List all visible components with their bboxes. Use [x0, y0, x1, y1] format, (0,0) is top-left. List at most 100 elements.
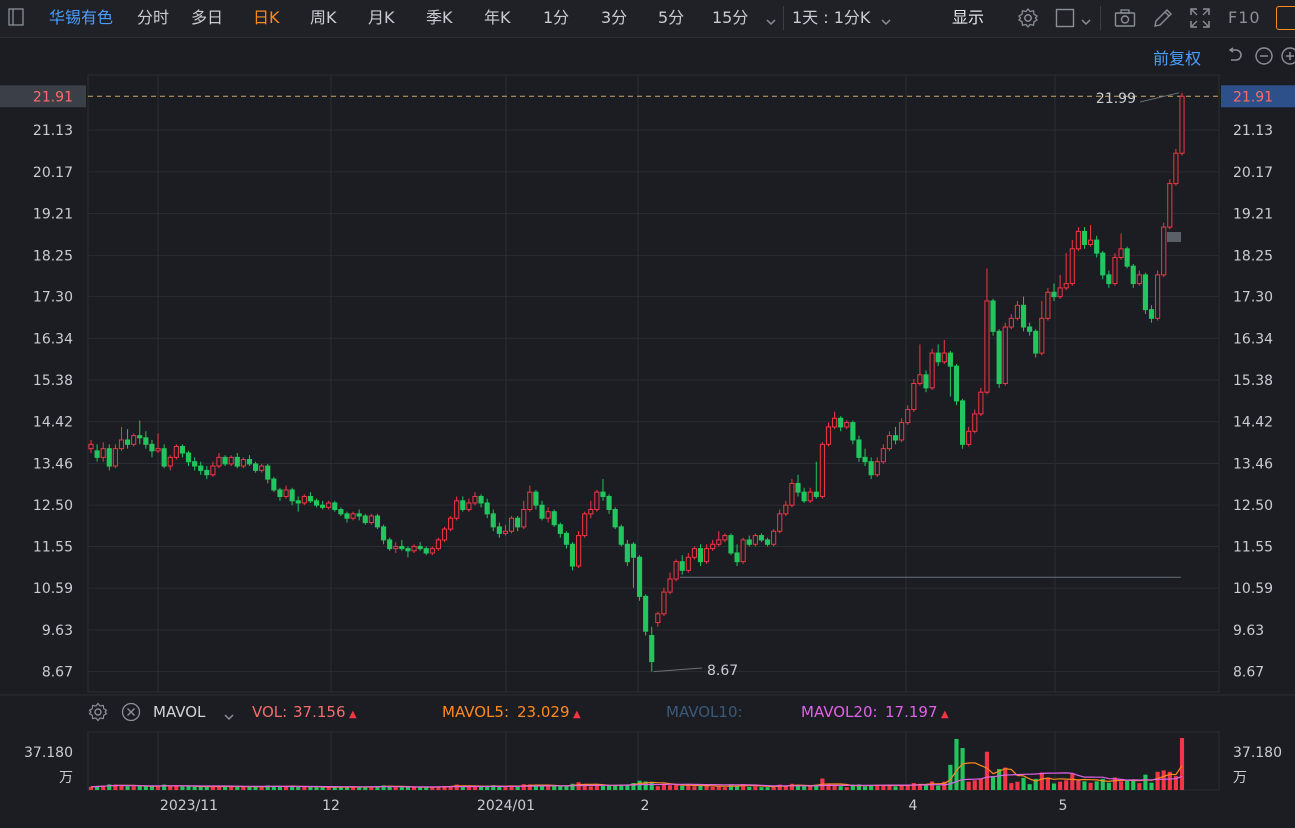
volume-bar-up — [88, 786, 94, 790]
indicator-close-icon[interactable] — [121, 702, 141, 726]
sidebar-toggle-icon[interactable] — [8, 8, 24, 26]
volume-bar-up — [1070, 773, 1075, 790]
gear-icon[interactable] — [1017, 7, 1039, 33]
tab-1min[interactable]: 1分 — [543, 8, 570, 27]
volume-axis-value-left: 37.180 — [24, 745, 73, 761]
candle-down — [630, 543, 637, 558]
mavol20-line — [90, 772, 1183, 788]
candle-up — [167, 456, 173, 467]
volume-bar-down — [107, 784, 112, 790]
indicator-settings-icon[interactable] — [88, 702, 108, 726]
volume-bar-up — [1155, 771, 1160, 790]
volume-bar-down — [296, 786, 301, 790]
volume-bar-up — [704, 785, 709, 790]
fullscreen-icon[interactable] — [1189, 7, 1211, 33]
candle-up — [576, 535, 582, 567]
candle-up — [350, 513, 356, 519]
tab-yuek[interactable]: 月K — [368, 8, 395, 27]
price-tick-left: 19.21 — [33, 207, 73, 223]
volume-bar-up — [674, 784, 679, 790]
volume-bar-up — [710, 786, 715, 790]
volume-bar-down — [491, 785, 496, 790]
candle-down — [649, 635, 655, 663]
interval-chevron-icon[interactable] — [880, 12, 892, 31]
candle-down — [1124, 248, 1130, 267]
mavol20-value: 17.197 — [885, 703, 938, 721]
camera-icon[interactable] — [1114, 8, 1136, 32]
candle-down — [557, 524, 563, 534]
volume-bar-up — [454, 784, 459, 790]
candle-up — [752, 535, 758, 545]
volume-axis-value-right: 37.180 — [1233, 745, 1282, 761]
indicator-chevron-icon[interactable] — [223, 707, 235, 726]
candle-up — [393, 545, 399, 550]
candle-down — [795, 482, 801, 493]
candle-down — [246, 459, 253, 465]
undo-icon[interactable] — [1226, 46, 1244, 68]
price-tick-left: 8.67 — [42, 665, 73, 681]
price-tick-right: 16.34 — [1233, 331, 1273, 347]
price-tick-left: 12.50 — [33, 498, 73, 514]
volume-bar-down — [698, 785, 703, 790]
volume-bar-up — [1009, 783, 1014, 790]
stock-name[interactable]: 华锡有色 — [49, 8, 114, 27]
candle-up — [588, 509, 594, 515]
candle-down — [222, 456, 228, 465]
volume-bar-down — [960, 748, 965, 790]
volume-bar-down — [990, 776, 996, 790]
candle-down — [204, 469, 210, 476]
candle-down — [460, 500, 466, 511]
candle-up — [448, 517, 454, 530]
candle-up — [984, 300, 990, 393]
f10-button[interactable]: F10 — [1228, 8, 1261, 27]
candle-down — [758, 535, 765, 541]
candle-up — [704, 548, 710, 563]
volume-bar-up — [692, 786, 697, 790]
mavol20-up-arrow-icon: ▲ — [941, 709, 949, 720]
zoom-out-icon[interactable] — [1254, 46, 1274, 70]
panel-tab-button[interactable] — [1276, 6, 1295, 30]
volume-bar-up — [1173, 776, 1178, 790]
candle-up — [112, 448, 118, 467]
volume-bar-down — [1125, 780, 1130, 790]
volume-bar-up — [686, 785, 691, 790]
square-icon[interactable] — [1055, 8, 1075, 32]
chevron-down-icon[interactable] — [765, 12, 777, 31]
candle-up — [1112, 256, 1118, 285]
candle-up — [1155, 274, 1161, 319]
candle-up — [155, 448, 161, 452]
square-chevron-icon[interactable] — [1080, 12, 1092, 31]
volume-bar-down — [619, 784, 624, 790]
tab-fenshi[interactable]: 分时 — [137, 8, 170, 27]
interval-select[interactable]: 1天 : 1分K — [792, 8, 871, 27]
tab-rik[interactable]: 日K — [253, 8, 280, 27]
volume-bar-down — [381, 785, 386, 790]
volume-bar-up — [101, 785, 106, 790]
volume-bar-down — [564, 785, 569, 790]
volume-bar-up — [210, 786, 215, 790]
tab-5min[interactable]: 5分 — [658, 8, 685, 27]
candle-down — [1142, 274, 1149, 311]
candle-up — [1118, 248, 1124, 258]
tab-15min[interactable]: 15分 — [712, 8, 749, 27]
fuquan-button[interactable]: 前复权 — [1153, 49, 1202, 68]
zoom-in-icon[interactable] — [1280, 46, 1295, 70]
current-price-tag-left: 21.91 — [33, 89, 73, 105]
toolbar-divider — [783, 6, 784, 30]
candle-down — [923, 374, 929, 389]
tab-duori[interactable]: 多日 — [191, 8, 224, 27]
display-menu[interactable]: 显示 — [952, 8, 985, 27]
tab-niank[interactable]: 年K — [484, 8, 511, 27]
tab-3min[interactable]: 3分 — [601, 8, 628, 27]
candle-up — [1069, 248, 1075, 285]
candle-up — [685, 556, 691, 571]
pen-icon[interactable] — [1152, 7, 1174, 33]
indicator-name[interactable]: MAVOL — [153, 703, 206, 721]
tab-jik[interactable]: 季K — [426, 8, 453, 27]
candle-up — [411, 545, 417, 552]
price-tick-right: 15.38 — [1233, 373, 1273, 389]
candle-down — [1033, 330, 1039, 354]
volume-axis-unit-right: 万 — [1233, 770, 1247, 786]
tab-zhouk[interactable]: 周K — [310, 8, 337, 27]
